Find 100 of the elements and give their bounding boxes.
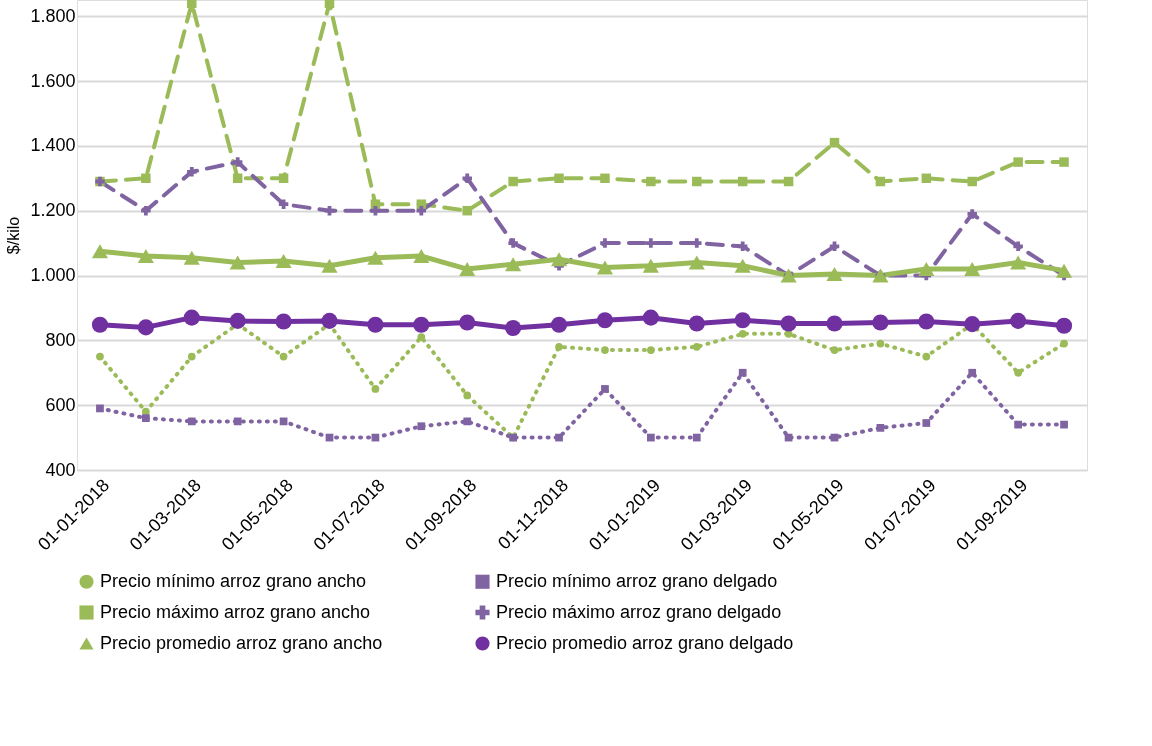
y-axis-title: $/kilo — [5, 216, 23, 255]
point — [1013, 241, 1023, 252]
point — [555, 342, 563, 351]
point — [229, 255, 246, 270]
point — [737, 241, 748, 252]
y-tick-label: 400 — [45, 459, 76, 480]
point — [508, 238, 518, 248]
point — [642, 258, 659, 273]
point — [141, 205, 151, 216]
point — [187, 0, 197, 8]
point — [367, 316, 384, 333]
point — [646, 176, 656, 187]
point — [96, 404, 104, 413]
point — [91, 316, 109, 333]
point — [275, 253, 292, 268]
legend-label: Precio promedio arroz grano delgado — [496, 632, 794, 653]
point — [137, 319, 154, 336]
point — [232, 157, 243, 167]
point — [505, 319, 522, 337]
point — [780, 315, 797, 332]
point — [371, 385, 380, 393]
point — [918, 313, 935, 330]
point — [692, 342, 701, 351]
point — [137, 249, 154, 264]
point — [737, 176, 748, 187]
point — [826, 266, 843, 281]
point — [1060, 339, 1068, 348]
y-tick-label: 1.200 — [30, 200, 76, 221]
point — [229, 312, 246, 329]
point — [601, 346, 609, 354]
point — [922, 419, 931, 427]
point — [642, 309, 659, 326]
point — [692, 433, 701, 442]
point — [600, 173, 610, 184]
point — [278, 173, 289, 184]
y-tick-label: 1.600 — [30, 70, 76, 91]
point — [692, 176, 702, 187]
point — [370, 199, 381, 209]
point — [646, 433, 655, 442]
point — [413, 316, 430, 333]
point — [734, 312, 751, 329]
legend-label: Precio máximo arroz grano ancho — [100, 601, 371, 622]
point — [646, 346, 655, 354]
point — [872, 314, 889, 331]
point — [1014, 368, 1023, 377]
point — [596, 260, 614, 275]
point — [875, 176, 886, 187]
point — [1060, 420, 1068, 429]
point — [462, 205, 472, 216]
point — [554, 173, 564, 184]
point — [183, 250, 200, 265]
point — [233, 417, 242, 426]
point — [417, 333, 426, 341]
point — [967, 209, 977, 219]
point — [555, 433, 563, 442]
point — [596, 312, 614, 329]
point — [968, 368, 977, 377]
point — [1014, 420, 1023, 429]
point — [734, 258, 751, 273]
point — [964, 262, 981, 277]
point — [459, 262, 476, 277]
point — [918, 262, 935, 277]
legend-label: Precio máximo arroz grano delgado — [496, 601, 782, 622]
point — [601, 385, 609, 393]
point — [367, 250, 384, 265]
point — [830, 346, 839, 354]
point — [187, 167, 197, 177]
point — [550, 252, 568, 267]
point — [463, 391, 472, 400]
point — [187, 417, 196, 426]
legend-label: Precio mínimo arroz grano delgado — [496, 570, 778, 591]
point — [826, 315, 843, 332]
point — [1013, 157, 1023, 167]
point — [416, 205, 427, 216]
y-tick-label: 800 — [45, 329, 76, 350]
point — [1055, 317, 1073, 334]
point — [738, 368, 747, 377]
legend-label: Precio promedio arroz grano ancho — [100, 632, 383, 653]
point — [321, 258, 338, 273]
point — [1010, 255, 1027, 270]
point — [141, 173, 151, 184]
point — [96, 352, 104, 361]
point — [324, 0, 335, 8]
point — [417, 422, 426, 431]
point — [91, 244, 109, 259]
point — [550, 316, 568, 333]
point — [508, 176, 518, 187]
point — [688, 315, 705, 332]
point — [187, 352, 196, 361]
point — [688, 255, 705, 270]
point — [462, 173, 472, 184]
point — [876, 339, 885, 348]
point — [921, 173, 932, 184]
y-tick-label: 1.400 — [30, 135, 76, 156]
point — [876, 423, 885, 432]
y-tick-label: 1.000 — [30, 265, 76, 286]
point — [922, 352, 931, 361]
legend-label: Precio mínimo arroz grano ancho — [100, 570, 367, 591]
point — [1059, 157, 1069, 167]
point — [829, 137, 840, 148]
